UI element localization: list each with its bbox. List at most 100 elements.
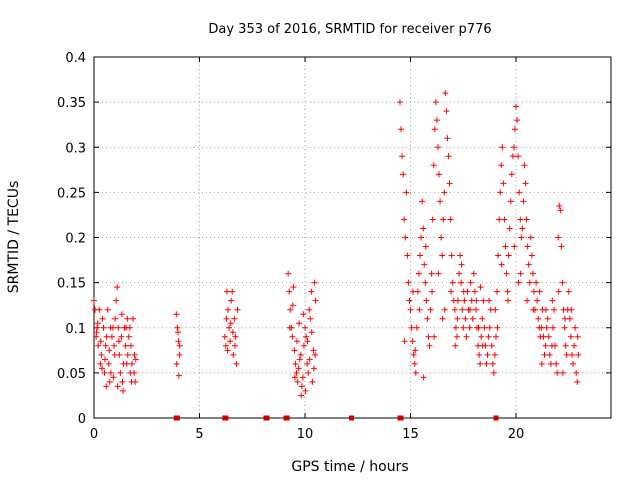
data-point [229, 288, 236, 295]
data-point [426, 342, 433, 349]
data-point [103, 383, 110, 390]
data-point [286, 324, 293, 331]
data-point [549, 297, 556, 304]
data-point [108, 333, 115, 340]
data-point [311, 279, 318, 286]
data-point [574, 378, 581, 385]
data-point [544, 315, 551, 322]
data-point [103, 333, 110, 340]
data-point [518, 234, 525, 241]
data-point [515, 153, 522, 160]
data-point [469, 315, 476, 322]
data-point [477, 284, 484, 291]
data-point [538, 324, 545, 331]
data-point [534, 297, 541, 304]
data-point [305, 369, 312, 376]
data-point [118, 311, 125, 318]
data-point [543, 306, 550, 313]
data-point [568, 306, 575, 313]
data-point [289, 333, 296, 340]
x-tick-label: 5 [195, 427, 203, 442]
data-point [555, 288, 562, 295]
data-point [429, 216, 436, 223]
zero-point [493, 415, 499, 421]
data-point [399, 153, 406, 160]
data-point [511, 243, 518, 250]
data-point [175, 338, 182, 345]
data-point [491, 351, 498, 358]
data-point [542, 342, 549, 349]
data-point [476, 351, 483, 358]
data-point [507, 198, 514, 205]
data-point [488, 342, 495, 349]
data-point [486, 297, 493, 304]
data-point [446, 180, 453, 187]
data-point [567, 333, 574, 340]
data-point [227, 320, 234, 327]
y-tick-label: 0.05 [57, 367, 86, 382]
data-point [304, 360, 311, 367]
data-point [541, 351, 548, 358]
data-point [298, 383, 305, 390]
data-point [226, 324, 233, 331]
zero-point [284, 415, 290, 421]
data-point [502, 243, 509, 250]
data-point [505, 252, 512, 259]
data-point [411, 360, 418, 367]
data-point [431, 126, 438, 133]
data-point [295, 365, 302, 372]
data-point [436, 171, 443, 178]
data-point [112, 315, 119, 322]
data-point [128, 378, 135, 385]
data-point [499, 144, 506, 151]
x-tick-label: 15 [402, 427, 419, 442]
data-point [122, 342, 129, 349]
data-point [459, 306, 466, 313]
data-point [477, 360, 484, 367]
data-point [233, 360, 240, 367]
data-point [101, 369, 108, 376]
data-point [419, 198, 426, 205]
data-point [452, 324, 459, 331]
data-point [449, 279, 456, 286]
data-point [547, 360, 554, 367]
data-point [511, 126, 518, 133]
data-point [516, 189, 523, 196]
data-point [104, 306, 111, 313]
data-point [173, 311, 180, 318]
data-point [479, 315, 486, 322]
data-point [525, 261, 532, 268]
axis-ticks: 0 5 10 15 20 0 0.05 0.1 0.15 0.2 0.25 0.3 0.35 0.4 [57, 51, 611, 442]
data-point [413, 324, 420, 331]
data-point [118, 333, 125, 340]
data-point [501, 216, 508, 223]
data-point [462, 315, 469, 322]
data-point [124, 315, 131, 322]
data-point [227, 338, 234, 345]
data-point [545, 333, 552, 340]
data-point [440, 216, 447, 223]
data-point [555, 234, 562, 241]
data-point [422, 279, 429, 286]
data-point [517, 270, 524, 277]
data-point [310, 347, 317, 354]
data-point [312, 297, 319, 304]
data-point [519, 225, 526, 232]
data-point [495, 252, 502, 259]
data-point [431, 333, 438, 340]
data-point [123, 360, 130, 367]
data-point [231, 315, 238, 322]
data-point [506, 225, 513, 232]
data-point [503, 270, 510, 277]
x-tick-label: 0 [90, 427, 98, 442]
data-point [120, 387, 127, 394]
data-point [401, 338, 408, 345]
data-point [448, 252, 455, 259]
data-point [407, 306, 414, 313]
data-point [484, 351, 491, 358]
data-point [424, 315, 431, 322]
data-point [480, 297, 487, 304]
data-point [416, 306, 423, 313]
data-point [228, 297, 235, 304]
y-tick-label: 0.3 [65, 141, 86, 156]
